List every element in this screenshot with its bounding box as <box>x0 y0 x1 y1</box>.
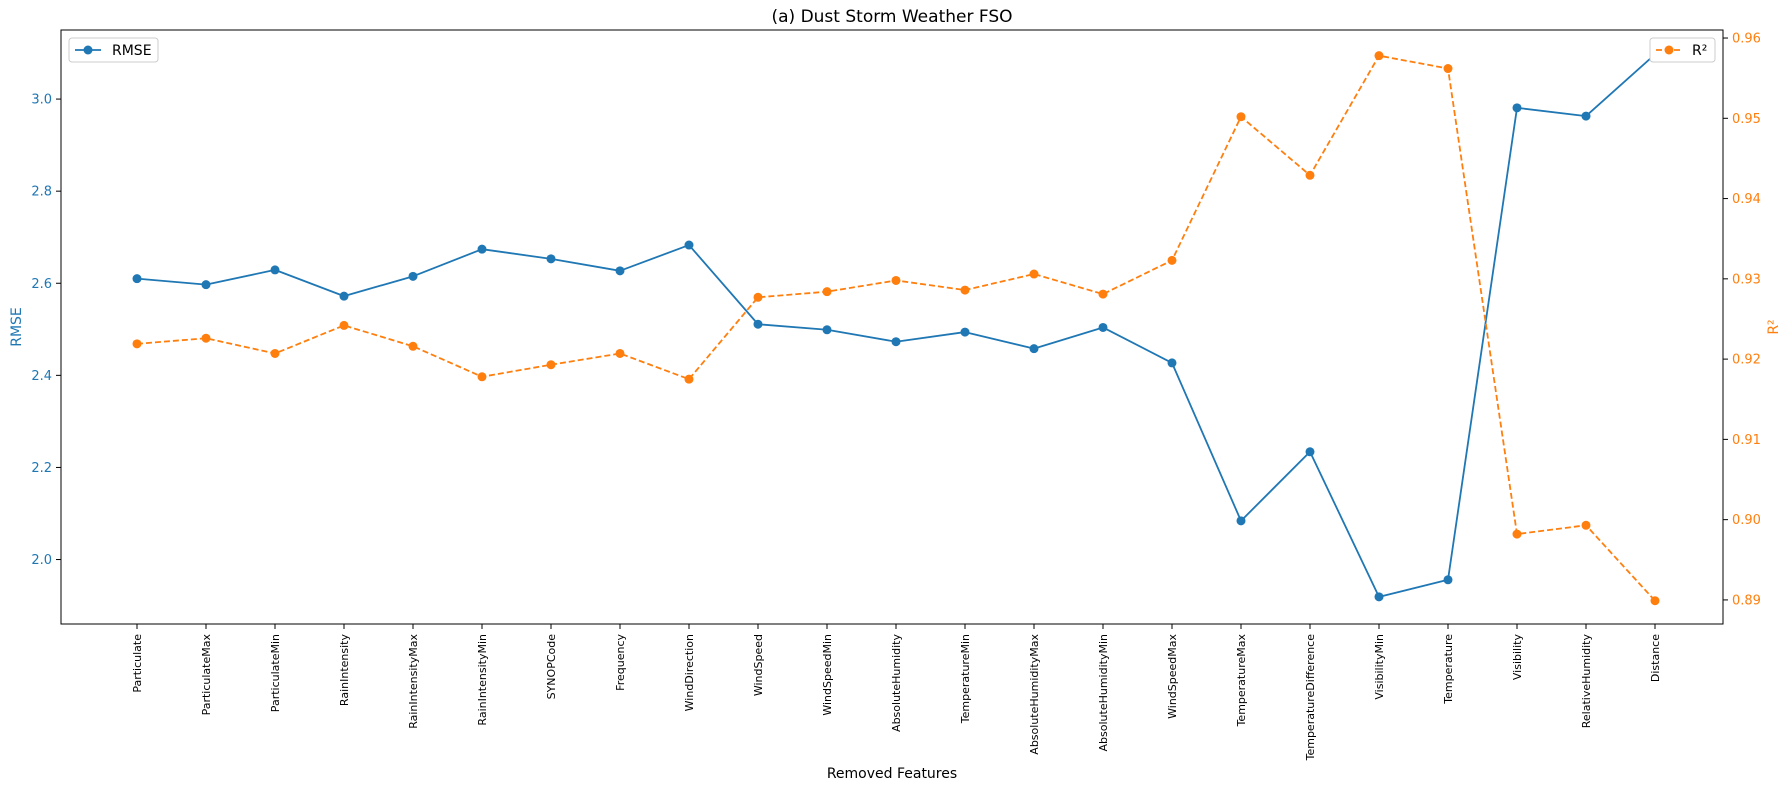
left-tick-label: 3.0 <box>31 93 52 108</box>
left-tick-label: 2.4 <box>31 369 52 384</box>
data-point-r2 <box>201 333 211 343</box>
right-tick-label: 0.90 <box>1732 513 1761 528</box>
data-point-rmse <box>960 327 970 337</box>
x-tick-label: TemperatureDifference <box>1304 634 1317 762</box>
data-point-rmse <box>1305 447 1315 457</box>
data-point-r2 <box>891 275 901 285</box>
x-axis-label: Removed Features <box>827 766 957 782</box>
data-point-rmse <box>1167 358 1177 368</box>
legend-rmse: RMSE <box>68 37 159 63</box>
data-point-r2 <box>1167 255 1177 265</box>
data-point-r2 <box>339 320 349 330</box>
data-point-r2 <box>684 374 694 384</box>
data-point-r2 <box>1374 51 1384 61</box>
left-tick-label: 2.2 <box>31 461 52 476</box>
x-tick-label: AbsoluteHumidity <box>890 634 903 732</box>
data-point-rmse <box>1029 344 1039 354</box>
x-tick-label: Visibility <box>1511 634 1524 681</box>
right-tick-label: 0.96 <box>1732 32 1761 47</box>
data-point-rmse <box>891 337 901 347</box>
data-point-r2 <box>1443 64 1453 74</box>
data-point-rmse <box>1236 516 1246 526</box>
data-point-r2 <box>546 360 556 370</box>
right-axis-label: R² <box>1766 319 1782 334</box>
data-point-rmse <box>546 254 556 264</box>
plot-area <box>60 29 1724 625</box>
data-point-r2 <box>1650 596 1660 606</box>
data-point-rmse <box>1443 575 1453 585</box>
data-point-r2 <box>1029 269 1039 279</box>
x-tick-label: Temperature <box>1442 634 1455 705</box>
data-point-rmse <box>132 274 142 284</box>
right-tick-label: 0.93 <box>1732 272 1761 287</box>
x-tick-label: WindSpeedMin <box>821 634 834 716</box>
right-tick-label: 0.95 <box>1732 112 1761 127</box>
data-point-rmse <box>201 280 211 290</box>
data-point-r2 <box>270 348 280 358</box>
x-tick-label: AbsoluteHumidityMax <box>1028 634 1041 755</box>
chart-title: (a) Dust Storm Weather FSO <box>771 7 1012 27</box>
data-point-r2 <box>408 341 418 351</box>
x-tick-label: ParticulateMax <box>200 634 213 716</box>
data-point-r2 <box>1581 520 1591 530</box>
data-point-r2 <box>477 372 487 382</box>
data-point-rmse <box>339 291 349 301</box>
right-tick-label: 0.89 <box>1732 593 1761 608</box>
data-point-rmse <box>822 325 832 335</box>
data-point-rmse <box>1581 111 1591 121</box>
data-point-r2 <box>1236 112 1246 122</box>
data-point-rmse <box>1512 103 1522 113</box>
data-point-rmse <box>753 319 763 329</box>
data-point-rmse <box>477 244 487 254</box>
left-axis-label: RMSE <box>9 307 25 347</box>
legend-box <box>68 37 159 63</box>
x-tick-label: RainIntensity <box>338 634 351 707</box>
legend-marker-rmse <box>83 45 93 55</box>
right-tick-label: 0.91 <box>1732 433 1761 448</box>
legend-label-r2: R² <box>1692 43 1707 59</box>
right-tick-label: 0.92 <box>1732 353 1761 368</box>
legend-r2: R² <box>1649 37 1716 63</box>
x-tick-label: SYNOPCode <box>545 634 558 700</box>
data-point-r2 <box>132 339 142 349</box>
data-point-r2 <box>1098 289 1108 299</box>
x-tick-label: WindSpeedMax <box>1166 634 1179 719</box>
x-tick-label: RainIntensityMin <box>476 634 489 726</box>
data-point-rmse <box>615 266 625 276</box>
data-point-r2 <box>822 287 832 297</box>
x-tick-label: Distance <box>1649 634 1662 682</box>
left-tick-label: 2.0 <box>31 553 52 568</box>
data-point-r2 <box>615 348 625 358</box>
x-tick-label: Particulate <box>131 634 144 693</box>
data-point-r2 <box>1305 170 1315 180</box>
legend-box <box>1649 37 1716 63</box>
x-tick-label: RelativeHumidity <box>1580 634 1593 729</box>
left-tick-label: 2.6 <box>31 277 52 292</box>
x-tick-label: Frequency <box>614 634 627 691</box>
legend-marker-r2 <box>1664 45 1674 55</box>
data-point-rmse <box>408 271 418 281</box>
right-tick-label: 0.94 <box>1732 192 1761 207</box>
x-tick-label: AbsoluteHumidityMin <box>1097 634 1110 751</box>
x-tick-label: TemperatureMin <box>959 634 972 724</box>
x-tick-label: WindDirection <box>683 634 696 711</box>
left-tick-label: 2.8 <box>31 185 52 200</box>
data-point-r2 <box>960 285 970 295</box>
x-tick-label: VisibilityMin <box>1373 634 1386 700</box>
data-point-rmse <box>684 240 694 250</box>
data-point-rmse <box>1374 592 1384 602</box>
x-tick-label: WindSpeed <box>752 634 765 696</box>
legend-label-rmse: RMSE <box>112 43 152 59</box>
x-tick-label: RainIntensityMax <box>407 634 420 729</box>
data-point-r2 <box>753 292 763 302</box>
x-tick-label: ParticulateMin <box>269 634 282 712</box>
data-point-rmse <box>270 265 280 275</box>
x-tick-label: TemperatureMax <box>1235 634 1248 728</box>
data-point-rmse <box>1098 322 1108 332</box>
data-point-r2 <box>1512 529 1522 539</box>
